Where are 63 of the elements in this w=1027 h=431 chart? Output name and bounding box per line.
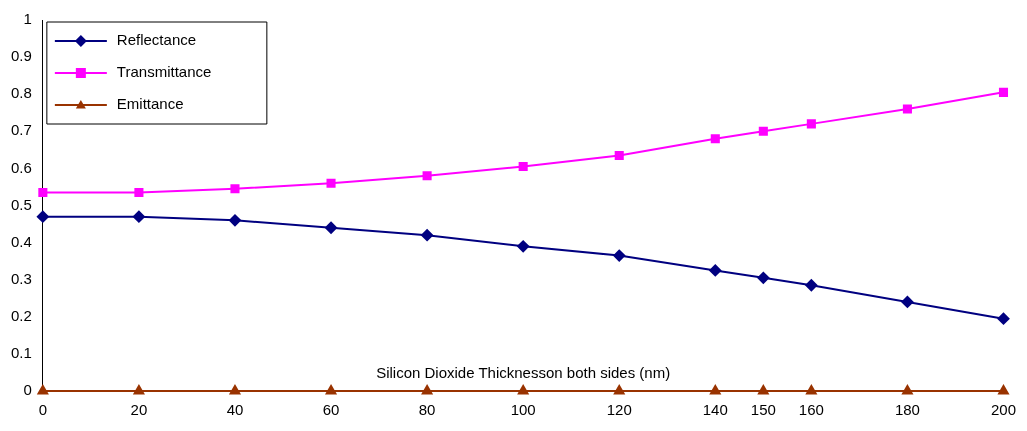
y-tick-label: 0.9 <box>10 47 32 65</box>
point <box>518 162 528 172</box>
point <box>422 171 432 181</box>
point <box>325 385 337 395</box>
point <box>997 312 1010 325</box>
y-tick-label: 1 <box>23 10 32 28</box>
y-tick-label: 0.8 <box>10 84 32 102</box>
x-tick-label: 60 <box>322 401 340 419</box>
y-tick-label: 0.7 <box>10 121 32 139</box>
legend-label: Emittance <box>116 95 184 113</box>
point <box>37 385 49 395</box>
point <box>709 264 722 277</box>
point <box>517 385 529 395</box>
point <box>758 385 769 395</box>
x-tick-label: 120 <box>606 401 632 419</box>
point <box>614 150 624 160</box>
point <box>806 119 816 129</box>
legend-label: Transmittance <box>116 63 212 81</box>
point <box>757 271 770 284</box>
x-tick-label: 0 <box>38 401 48 419</box>
x-tick-label: 20 <box>130 401 148 419</box>
point <box>998 87 1009 97</box>
x-tick-label: 80 <box>418 401 436 419</box>
point <box>132 210 145 223</box>
point <box>421 229 434 242</box>
y-tick-label: 0.1 <box>10 344 32 362</box>
x-tick-label: 100 <box>510 401 536 419</box>
point <box>325 221 338 234</box>
x-tick-label: 40 <box>226 401 244 419</box>
y-tick-label: 0 <box>23 381 32 399</box>
point <box>613 249 626 262</box>
x-tick-label: 180 <box>894 401 920 419</box>
y-tick-label: 0.6 <box>10 158 32 176</box>
y-tick-label: 0.3 <box>10 269 32 287</box>
x-axis-title: Silicon Dioxide Thicknesson both sides (nm) <box>376 363 671 381</box>
point <box>901 295 914 308</box>
y-tick-label: 0.2 <box>10 306 32 324</box>
point <box>902 385 913 395</box>
point <box>805 279 818 292</box>
y-tick-label: 0.4 <box>10 232 32 250</box>
x-tick-label: 160 <box>798 401 824 419</box>
point <box>421 385 433 395</box>
point <box>326 178 336 188</box>
point <box>613 385 625 395</box>
point <box>517 240 530 253</box>
point <box>806 385 817 395</box>
point <box>998 385 1009 395</box>
point <box>710 134 720 144</box>
point <box>758 126 768 136</box>
point <box>229 385 241 395</box>
y-tick-label: 0.5 <box>10 195 32 213</box>
point <box>38 187 48 198</box>
x-tick-label: 150 <box>750 401 776 419</box>
point <box>902 104 912 114</box>
point <box>228 214 241 227</box>
point <box>230 184 240 194</box>
x-tick-label: 140 <box>702 401 728 419</box>
x-tick-label: 200 <box>990 401 1016 419</box>
point <box>709 385 721 395</box>
point <box>36 210 49 223</box>
legend-label: Reflectance <box>116 31 197 49</box>
point <box>134 187 144 198</box>
point <box>133 385 145 395</box>
